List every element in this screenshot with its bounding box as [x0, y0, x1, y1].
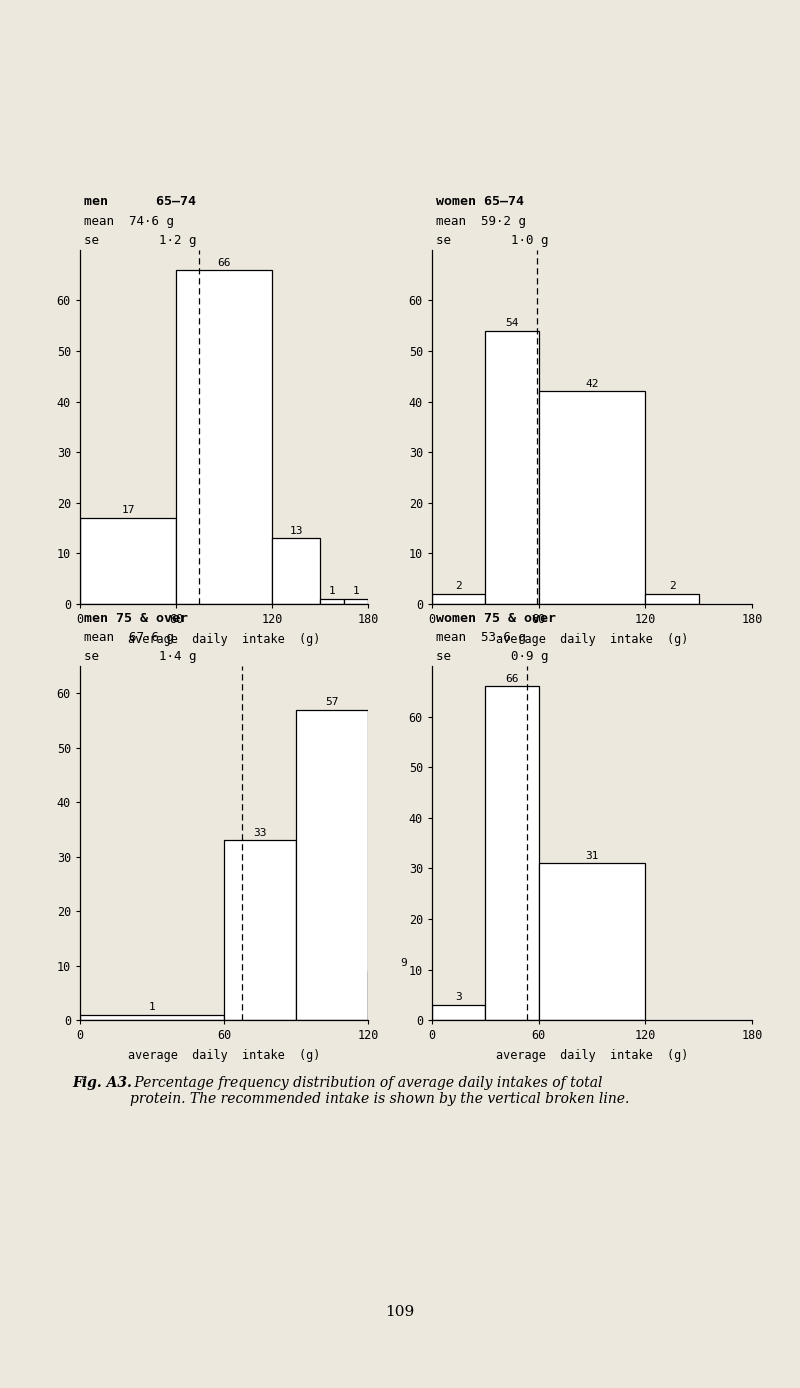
Text: se        1·4 g: se 1·4 g [84, 651, 197, 663]
Text: mean  67·6 g: mean 67·6 g [84, 632, 174, 644]
Bar [320, 598, 344, 604]
Text: 109: 109 [386, 1305, 414, 1319]
Text: women 65—74: women 65—74 [436, 196, 524, 208]
Text: 17: 17 [122, 505, 134, 515]
Bar [296, 709, 368, 1020]
Text: Percentage frequency distribution of average daily intakes of total
protein. The: Percentage frequency distribution of ave… [130, 1076, 629, 1106]
Bar [486, 687, 538, 1020]
Text: se        1·0 g: se 1·0 g [436, 235, 549, 247]
Bar [486, 330, 538, 604]
Bar [432, 594, 486, 604]
Text: mean  74·6 g: mean 74·6 g [84, 215, 174, 228]
X-axis label: average  daily  intake  (g): average daily intake (g) [496, 1049, 688, 1062]
Bar [368, 972, 440, 1020]
Text: Fig. A3.: Fig. A3. [72, 1076, 132, 1090]
Text: men      65—74: men 65—74 [84, 196, 196, 208]
Text: mean  59·2 g: mean 59·2 g [436, 215, 526, 228]
Text: 66: 66 [218, 258, 230, 268]
X-axis label: average  daily  intake  (g): average daily intake (g) [496, 633, 688, 645]
Text: 31: 31 [586, 851, 598, 861]
Text: 2: 2 [669, 582, 675, 591]
Bar [344, 598, 368, 604]
Bar [176, 271, 272, 604]
Text: men 75 & over: men 75 & over [84, 612, 188, 625]
Text: 1: 1 [329, 586, 335, 597]
Text: se        1·2 g: se 1·2 g [84, 235, 197, 247]
Text: 54: 54 [506, 318, 518, 328]
Bar [432, 1005, 486, 1020]
Text: se        0·9 g: se 0·9 g [436, 651, 549, 663]
Bar [224, 841, 296, 1020]
Bar [538, 391, 646, 604]
Text: mean  53·6 g: mean 53·6 g [436, 632, 526, 644]
Text: 66: 66 [506, 675, 518, 684]
X-axis label: average  daily  intake  (g): average daily intake (g) [128, 633, 320, 645]
X-axis label: average  daily  intake  (g): average daily intake (g) [128, 1049, 320, 1062]
Bar [80, 1015, 224, 1020]
Bar [272, 539, 320, 604]
Bar [538, 863, 646, 1020]
Text: 1: 1 [353, 586, 359, 597]
Text: 9: 9 [401, 959, 407, 969]
Bar [646, 594, 698, 604]
Text: 2: 2 [455, 582, 462, 591]
Text: 42: 42 [586, 379, 598, 389]
Text: 57: 57 [326, 697, 338, 706]
Bar [80, 518, 176, 604]
Text: women 75 & over: women 75 & over [436, 612, 556, 625]
Text: 1: 1 [149, 1002, 155, 1012]
Text: 3: 3 [455, 992, 462, 1002]
Text: 33: 33 [254, 827, 266, 838]
Text: 13: 13 [290, 526, 302, 536]
